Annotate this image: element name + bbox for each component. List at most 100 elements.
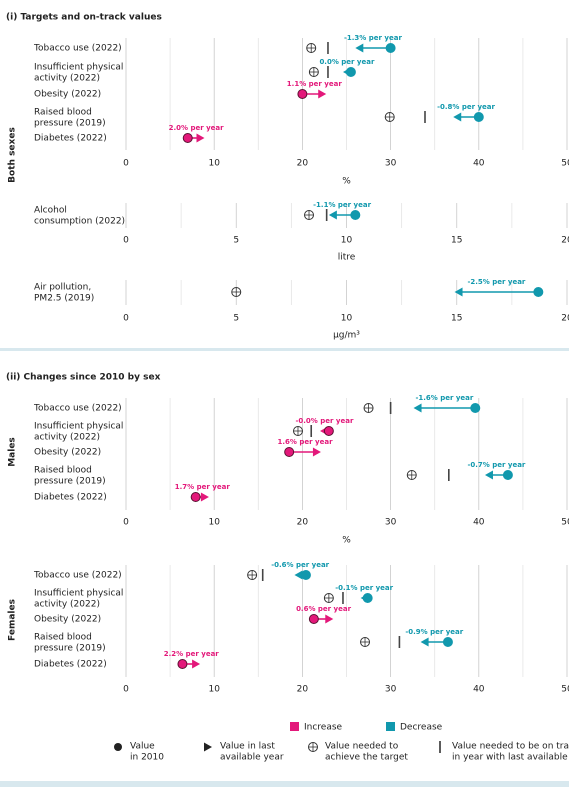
latest-arrow xyxy=(200,492,209,502)
start-dot xyxy=(473,112,484,122)
latest-arrow xyxy=(312,447,321,457)
x-tick-label: 40 xyxy=(473,518,485,528)
legend-swatch xyxy=(386,722,395,731)
change-annotation: -1.1% per year xyxy=(313,201,371,209)
x-tick-label: 0 xyxy=(123,159,129,169)
section-title: (i) Targets and on-track values xyxy=(6,13,162,23)
category-label: Diabetes (2022) xyxy=(34,493,107,503)
change-annotation: -2.5% per year xyxy=(467,278,525,286)
target-marker xyxy=(406,470,417,480)
category-label: Raised blood pressure (2019) xyxy=(34,107,106,128)
change-annotation: -0.8% per year xyxy=(437,103,495,111)
change-annotation: -0.1% per year xyxy=(335,584,393,592)
x-tick-label: 5 xyxy=(233,314,239,324)
start-dot xyxy=(177,659,188,669)
category-label: Insufficient physical activity (2022) xyxy=(34,62,123,83)
x-tick-label: 30 xyxy=(385,685,397,695)
change-annotation: 1.6% per year xyxy=(278,438,334,446)
start-dot xyxy=(533,287,544,297)
target-marker xyxy=(231,287,242,297)
x-tick-label: 30 xyxy=(385,518,397,528)
target-marker xyxy=(306,43,317,53)
start-dot xyxy=(442,637,453,647)
legend-symbol xyxy=(114,743,122,751)
x-tick-label: 40 xyxy=(473,159,485,169)
x-tick-label: 10 xyxy=(208,159,220,169)
x-tick-label: 20 xyxy=(561,236,569,246)
legend-label: Value in last available year xyxy=(220,741,284,762)
target-marker xyxy=(363,403,374,413)
x-tick-label: 10 xyxy=(208,685,220,695)
category-label: Tobacco use (2022) xyxy=(33,571,122,581)
x-tick-label: 10 xyxy=(341,236,353,246)
x-tick-label: 10 xyxy=(208,518,220,528)
start-dot xyxy=(297,89,308,99)
change-annotation: -0.9% per year xyxy=(405,628,463,636)
start-dot xyxy=(362,593,373,603)
change-annotation: -1.6% per year xyxy=(415,394,473,402)
latest-arrow xyxy=(484,470,493,480)
legend-label: Decrease xyxy=(400,723,443,733)
legend-label: Value needed to achieve the target xyxy=(325,741,408,762)
x-tick-label: 20 xyxy=(297,685,309,695)
x-tick-label: 0 xyxy=(123,518,129,528)
change-annotation: 0.0% per year xyxy=(319,58,375,66)
category-label: Air pollution, PM2.5 (2019) xyxy=(34,282,94,303)
x-tick-label: 0 xyxy=(123,236,129,246)
latest-arrow xyxy=(355,43,364,53)
section-title: (ii) Changes since 2010 by sex xyxy=(6,373,161,383)
category-label: Obesity (2022) xyxy=(34,615,101,625)
bottom-band xyxy=(0,781,569,787)
category-label: Raised blood pressure (2019) xyxy=(34,465,106,486)
x-axis-label: litre xyxy=(338,253,356,263)
change-annotation: -0.6% per year xyxy=(271,561,329,569)
category-label: Diabetes (2022) xyxy=(34,134,107,144)
change-annotation: -0.0% per year xyxy=(296,417,354,425)
category-label: Obesity (2022) xyxy=(34,448,101,458)
change-annotation: 1.1% per year xyxy=(287,80,343,88)
x-tick-label: 20 xyxy=(297,159,309,169)
start-dot xyxy=(182,133,193,143)
target-marker xyxy=(384,112,395,122)
start-dot xyxy=(284,447,295,457)
start-dot xyxy=(502,470,513,480)
start-dot xyxy=(190,492,201,502)
category-label: Insufficient physical activity (2022) xyxy=(34,588,123,609)
latest-arrow xyxy=(294,570,303,580)
latest-arrow xyxy=(413,403,422,413)
x-axis-label: % xyxy=(342,536,351,546)
start-dot xyxy=(470,403,481,413)
target-marker xyxy=(323,593,334,603)
x-tick-label: 0 xyxy=(123,685,129,695)
category-label: Alcohol consumption (2022) xyxy=(34,205,125,226)
x-tick-label: 15 xyxy=(451,236,462,246)
group-label: Females xyxy=(8,599,18,641)
latest-arrow xyxy=(196,133,205,143)
target-marker xyxy=(360,637,371,647)
start-dot xyxy=(385,43,396,53)
latest-arrow xyxy=(454,287,463,297)
category-label: Obesity (2022) xyxy=(34,90,101,100)
target-marker xyxy=(308,67,319,77)
group-label: Both sexes xyxy=(8,127,18,183)
x-tick-label: 30 xyxy=(385,159,397,169)
separator xyxy=(0,348,569,351)
start-dot xyxy=(345,67,356,77)
latest-arrow xyxy=(192,659,201,669)
change-annotation: 2.2% per year xyxy=(164,650,220,658)
target-marker xyxy=(292,426,303,436)
latest-arrow xyxy=(328,210,337,220)
category-label: Diabetes (2022) xyxy=(34,660,107,670)
target-marker xyxy=(304,210,315,220)
change-annotation: -1.3% per year xyxy=(344,34,402,42)
latest-arrow xyxy=(318,89,327,99)
category-label: Raised blood pressure (2019) xyxy=(34,632,106,653)
category-label: Insufficient physical activity (2022) xyxy=(34,421,123,442)
category-label: Tobacco use (2022) xyxy=(33,404,122,414)
x-tick-label: 40 xyxy=(473,685,485,695)
target-marker xyxy=(247,570,258,580)
x-tick-label: 5 xyxy=(233,236,239,246)
start-dot xyxy=(350,210,361,220)
